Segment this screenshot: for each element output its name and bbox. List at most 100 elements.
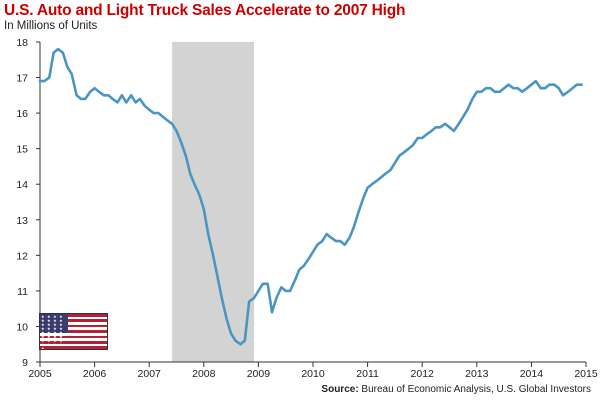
data-point	[80, 98, 82, 100]
data-point	[257, 290, 259, 292]
data-point	[380, 176, 382, 178]
data-point	[298, 269, 300, 271]
data-point	[139, 98, 141, 100]
data-point	[125, 101, 127, 103]
data-point	[544, 87, 546, 89]
x-tick-label: 2009	[247, 368, 271, 380]
source-note: Source: Bureau of Economic Analysis, U.S…	[321, 384, 591, 395]
source-label: Source:	[321, 384, 359, 395]
data-point	[294, 279, 296, 281]
flag-canton-stars: ★ ★ ★ ★ ★ ★ ★ ★ ★ ★ ★ ★ ★ ★ ★ ★ ★ ★ ★ ★ …	[40, 314, 68, 349]
x-tick-label: 2014	[520, 368, 544, 380]
data-point	[171, 123, 173, 125]
data-point	[517, 87, 519, 89]
data-point	[535, 80, 537, 82]
data-point	[526, 87, 528, 89]
data-point	[458, 123, 460, 125]
data-point	[89, 91, 91, 93]
data-point	[76, 94, 78, 96]
data-point	[71, 73, 73, 75]
chart-title: U.S. Auto and Light Truck Sales Accelera…	[4, 2, 406, 19]
data-point	[489, 87, 491, 89]
x-tick-label: 2013	[465, 368, 489, 380]
data-point	[189, 173, 191, 175]
y-tick-label: 17	[16, 73, 28, 85]
data-point	[198, 194, 200, 196]
data-point	[166, 119, 168, 121]
data-point	[335, 240, 337, 242]
data-point	[244, 340, 246, 342]
recession-band	[172, 42, 255, 362]
flag-stripe	[40, 335, 107, 339]
data-point	[507, 84, 510, 86]
y-tick-label: 18	[16, 37, 28, 49]
x-tick-label: 2005	[28, 368, 52, 380]
data-point	[494, 91, 496, 93]
data-point	[330, 237, 332, 239]
data-point	[271, 311, 273, 313]
y-tick-label: 12	[16, 250, 28, 262]
y-tick-label: 11	[17, 286, 28, 298]
data-point	[576, 84, 578, 86]
data-point	[43, 80, 46, 82]
data-point	[480, 91, 482, 93]
data-point	[485, 87, 487, 89]
x-tick-label: 2007	[138, 368, 162, 380]
data-point	[312, 251, 314, 253]
data-point	[581, 84, 583, 86]
data-point	[444, 123, 446, 125]
data-point	[185, 155, 187, 157]
data-point	[48, 77, 50, 79]
data-point	[412, 144, 414, 146]
x-tick-label: 2012	[411, 368, 435, 380]
data-point	[421, 137, 423, 139]
data-point	[540, 87, 542, 89]
data-point	[221, 297, 223, 299]
x-tick-label: 2011	[356, 368, 379, 380]
data-point	[112, 98, 114, 100]
data-point	[226, 318, 228, 320]
data-point	[308, 258, 310, 260]
data-point	[193, 183, 196, 185]
data-point	[107, 94, 109, 96]
data-point	[548, 84, 551, 86]
data-point	[66, 66, 68, 68]
data-point	[275, 297, 277, 299]
data-point	[262, 283, 264, 285]
x-tick-label: 2010	[301, 368, 325, 380]
data-point	[303, 265, 305, 267]
chart-subtitle: In Millions of Units	[4, 20, 98, 32]
data-point	[476, 91, 478, 93]
data-point	[553, 84, 555, 86]
data-point	[353, 226, 355, 228]
data-point	[53, 52, 55, 54]
data-point	[430, 130, 433, 132]
us-flag-icon: ★ ★ ★ ★ ★ ★ ★ ★ ★ ★ ★ ★ ★ ★ ★ ★ ★ ★ ★ ★ …	[40, 314, 107, 349]
data-point	[362, 197, 364, 199]
data-point	[389, 169, 392, 171]
y-tick-label: 9	[22, 357, 28, 369]
flag-stripe	[40, 314, 107, 317]
data-point	[316, 244, 318, 246]
data-point	[398, 155, 400, 157]
data-point	[230, 333, 232, 335]
y-tick-label: 15	[16, 144, 28, 156]
data-point	[289, 290, 291, 292]
data-point	[84, 98, 86, 100]
data-point	[512, 87, 515, 89]
series-line	[38, 47, 583, 346]
data-point	[357, 212, 359, 214]
flag-stripe	[40, 319, 107, 323]
data-point	[426, 133, 428, 135]
data-point	[175, 130, 178, 132]
data-point	[234, 340, 237, 342]
data-point	[239, 343, 241, 345]
data-point	[367, 187, 369, 189]
data-point	[326, 233, 328, 235]
data-point	[116, 101, 119, 103]
data-point	[285, 290, 287, 292]
data-point	[344, 244, 346, 246]
data-point	[148, 109, 150, 111]
data-point	[417, 137, 419, 139]
